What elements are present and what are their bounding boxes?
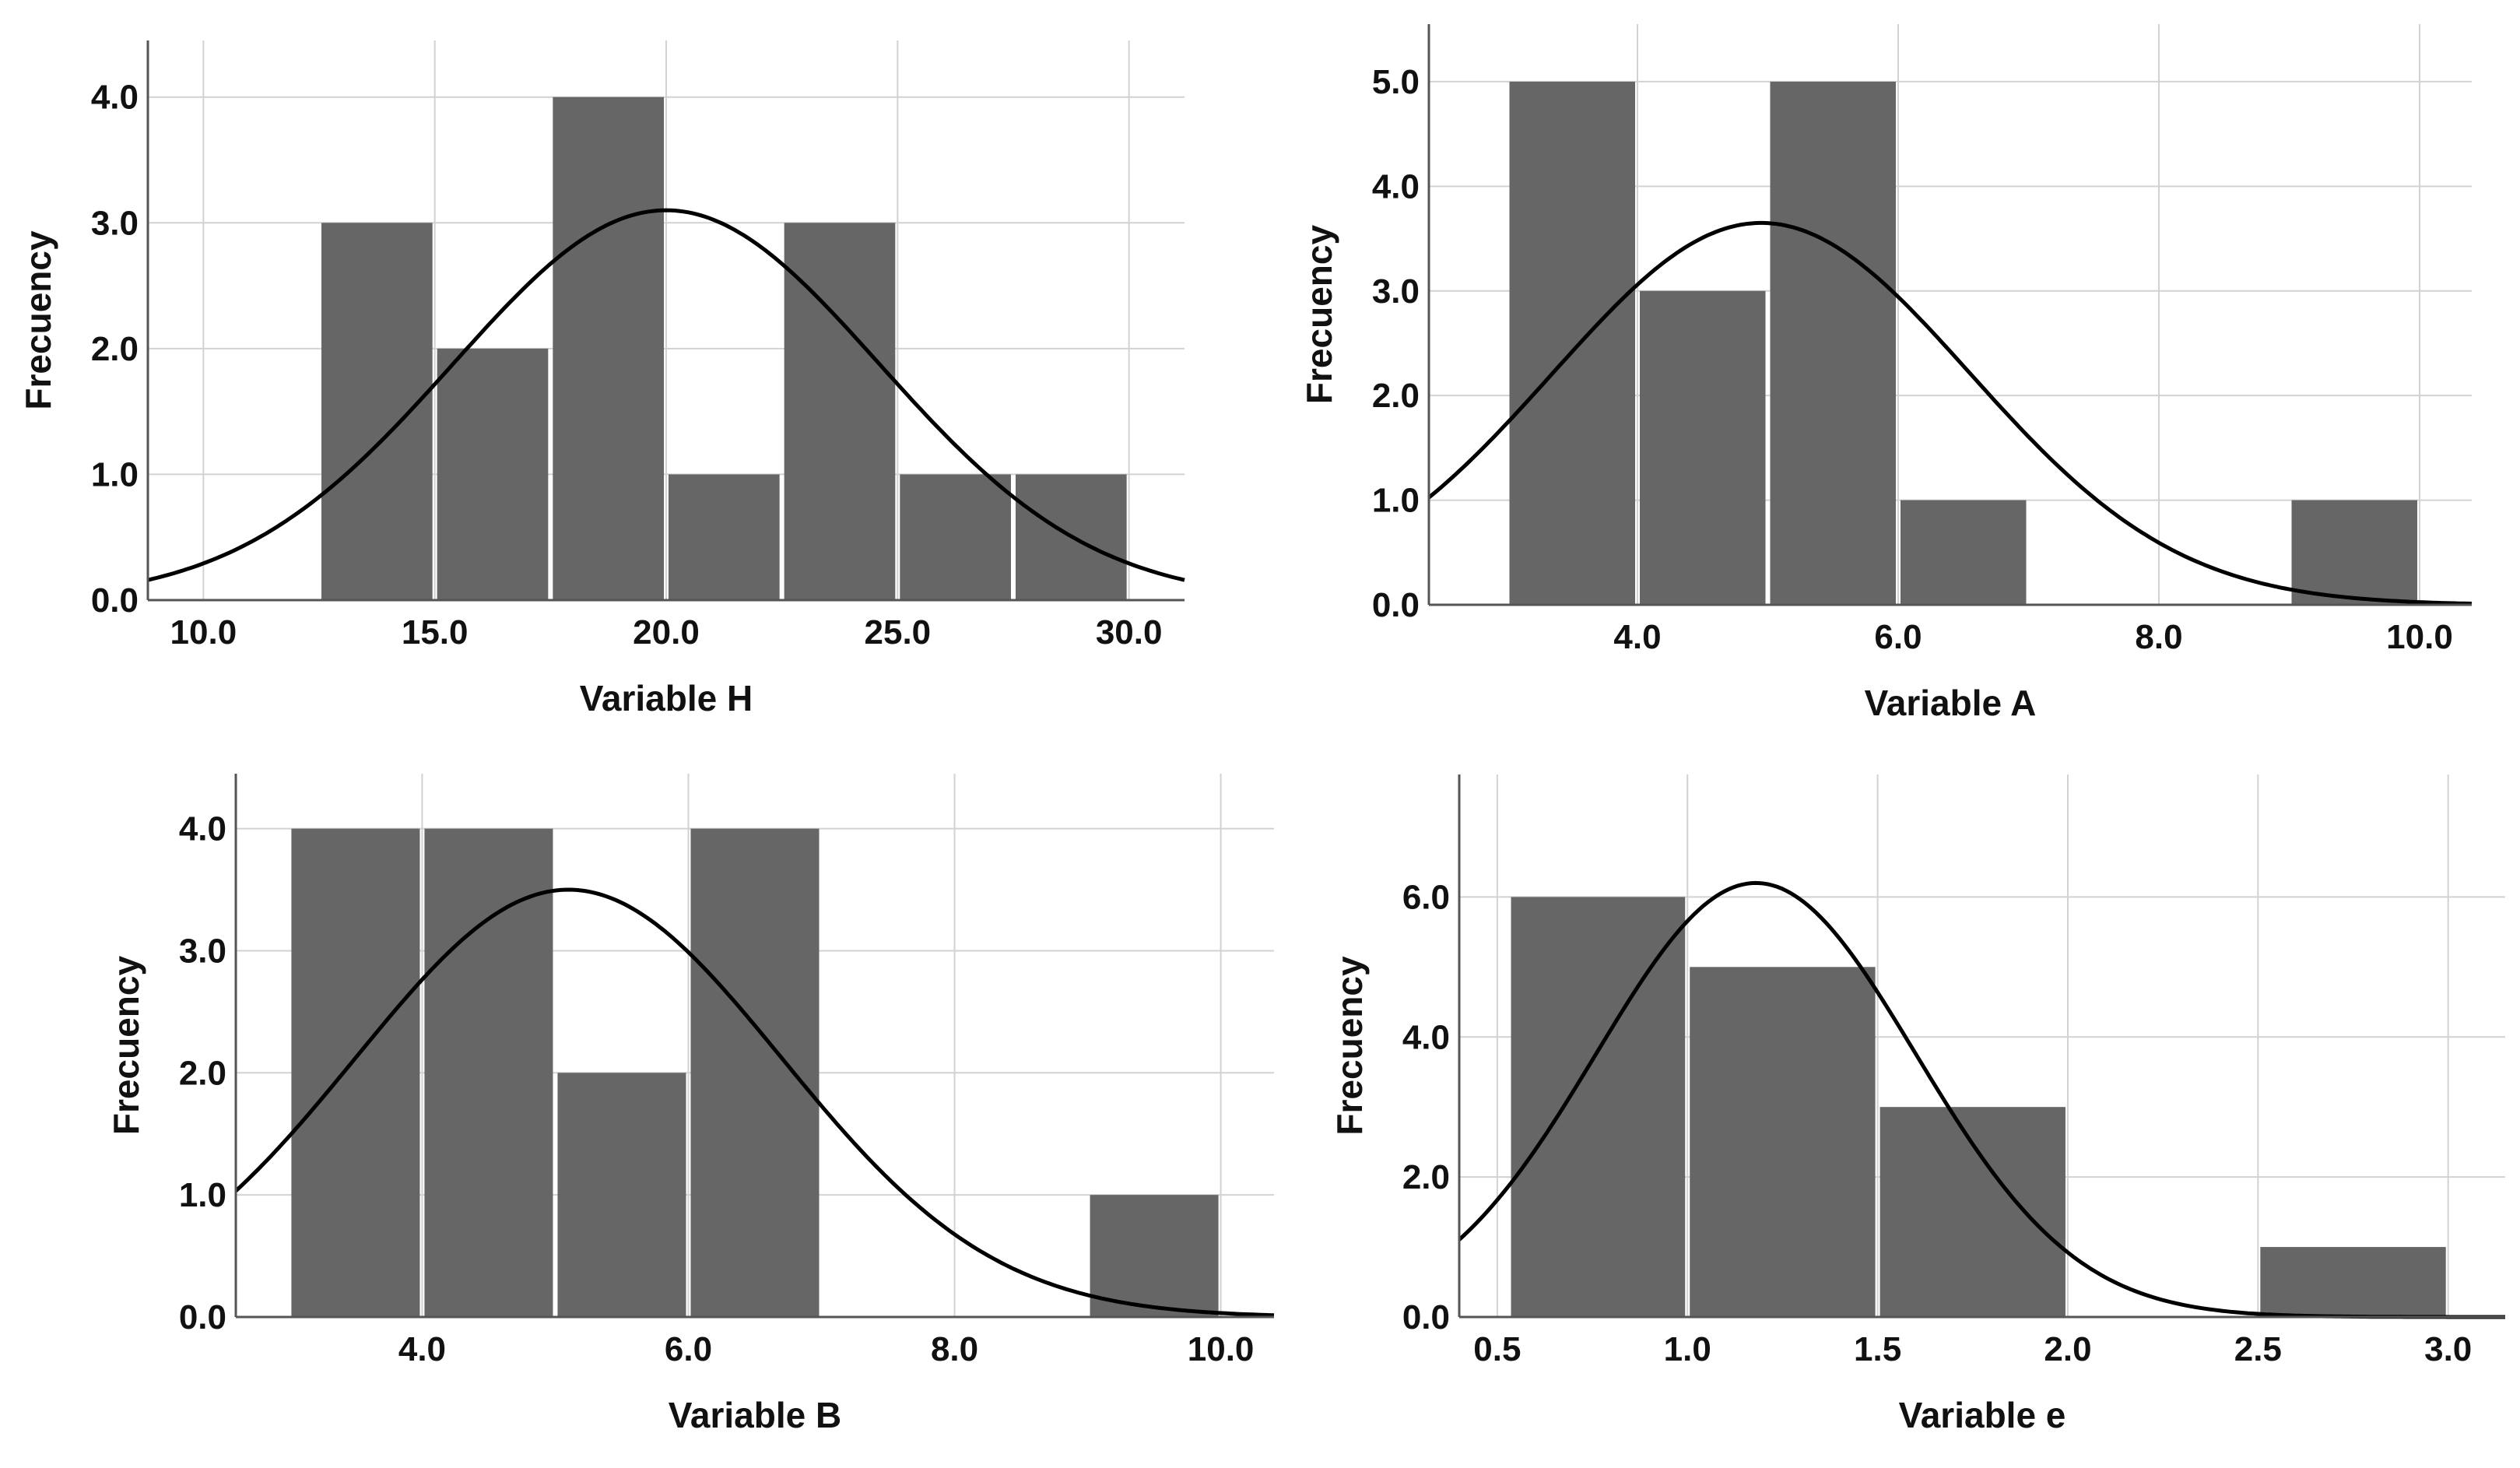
- histogram-bar: [1090, 1195, 1219, 1317]
- x-tick-label: 4.0: [398, 1330, 446, 1368]
- y-tick-label: 5.0: [1372, 63, 1420, 101]
- chart-svg: 10.0 15.0 20.0 25.0 30.0 0.0 1.0 2.0 3.0 4.0 Varia…: [18, 40, 1185, 718]
- chart-svg: 4.0 6.0 8.0 10.0 0.0 1.0 2.0 3.0 4.0 5.0 Variable …: [1299, 24, 2473, 723]
- histogram-variable-e: 0.5 1.0 1.5 2.0 2.5 3.0 0.0 2.0 4.0 6.0 Variable e…: [1315, 734, 2520, 1468]
- x-axis-title: Variable A: [1865, 683, 2037, 723]
- x-axis-title: Variable H: [580, 678, 753, 718]
- histogram-bar: [321, 223, 433, 600]
- histogram-bar: [1511, 897, 1686, 1317]
- x-tick-label: 2.0: [2044, 1330, 2091, 1368]
- y-tick-label: 4.0: [1372, 167, 1420, 205]
- y-tick-label: 2.0: [91, 330, 139, 368]
- x-tick-label: 2.5: [2234, 1330, 2282, 1368]
- histogram-bar: [1770, 81, 1896, 606]
- histogram-bar: [784, 223, 896, 600]
- chart-svg: 0.5 1.0 1.5 2.0 2.5 3.0 0.0 2.0 4.0 6.0 Variable e…: [1329, 774, 2505, 1435]
- y-tick-label: 0.0: [1402, 1298, 1450, 1336]
- histogram-variable-b: 4.0 6.0 8.0 10.0 0.0 1.0 2.0 3.0 4.0 Variable B Fr…: [0, 734, 1315, 1468]
- y-tick-label: 6.0: [1402, 878, 1450, 916]
- histogram-bar: [291, 828, 420, 1317]
- y-tick-label: 2.0: [179, 1054, 226, 1092]
- x-tick-label: 30.0: [1096, 613, 1163, 651]
- y-tick-label: 1.0: [179, 1176, 226, 1214]
- histogram-bar: [2260, 1247, 2446, 1317]
- histogram-bar: [2291, 500, 2417, 605]
- x-tick-label: 4.0: [1613, 618, 1661, 656]
- y-tick-label: 1.0: [91, 455, 139, 493]
- y-tick-label: 3.0: [91, 204, 139, 242]
- x-tick-label: 6.0: [1874, 618, 1922, 656]
- histogram-variable-h: 10.0 15.0 20.0 25.0 30.0 0.0 1.0 2.0 3.0 4.0 Varia…: [0, 0, 1261, 734]
- x-tick-label: 6.0: [665, 1330, 712, 1368]
- y-tick-label: 2.0: [1372, 377, 1420, 415]
- y-tick-label: 3.0: [179, 932, 226, 970]
- histogram-bar: [1509, 81, 1635, 606]
- chart-svg: 4.0 6.0 8.0 10.0 0.0 1.0 2.0 3.0 4.0 Variable B Fr…: [106, 774, 1275, 1435]
- y-tick-label: 3.0: [1372, 272, 1420, 311]
- histogram-bar: [669, 474, 780, 600]
- y-axis-title: Frecuency: [18, 230, 58, 410]
- y-tick-label: 0.0: [1372, 586, 1420, 624]
- x-tick-label: 3.0: [2424, 1330, 2472, 1368]
- histogram-bar: [900, 474, 1011, 600]
- histogram-bar: [1879, 1107, 2065, 1317]
- x-tick-label: 1.5: [1854, 1330, 1901, 1368]
- x-tick-label: 10.0: [170, 613, 237, 651]
- y-tick-label: 2.0: [1402, 1158, 1450, 1196]
- histogram-variable-a: 4.0 6.0 8.0 10.0 0.0 1.0 2.0 3.0 4.0 5.0 Variable …: [1260, 0, 2520, 734]
- x-tick-label: 1.0: [1664, 1330, 1711, 1368]
- y-tick-label: 4.0: [91, 79, 139, 117]
- histogram-bar: [553, 97, 664, 600]
- histogram-bar: [437, 348, 549, 600]
- histogram-bar: [1690, 967, 1876, 1317]
- y-axis-title: Frecuency: [1299, 225, 1339, 405]
- histogram-bar: [1640, 290, 1766, 605]
- normal-curve: [147, 208, 1185, 582]
- y-tick-label: 1.0: [1372, 482, 1420, 520]
- histogram-bar: [424, 828, 553, 1317]
- x-tick-label: 0.5: [1473, 1330, 1521, 1368]
- x-tick-label: 8.0: [2135, 618, 2182, 656]
- x-tick-label: 10.0: [1188, 1330, 1255, 1368]
- y-tick-label: 0.0: [179, 1298, 226, 1336]
- x-tick-label: 25.0: [865, 613, 932, 651]
- y-axis-title: Frecuency: [106, 956, 146, 1136]
- y-tick-label: 0.0: [91, 581, 139, 620]
- x-axis-title: Variable e: [1899, 1395, 2066, 1435]
- y-tick-label: 4.0: [179, 810, 226, 848]
- x-tick-label: 8.0: [931, 1330, 978, 1368]
- x-tick-label: 20.0: [633, 613, 700, 651]
- x-tick-label: 15.0: [402, 613, 469, 651]
- histogram-bar: [1901, 500, 2027, 605]
- x-tick-label: 10.0: [2386, 618, 2453, 656]
- normal-curve: [1427, 220, 2473, 606]
- y-axis-title: Frecuency: [1329, 956, 1370, 1136]
- histogram-bar: [690, 828, 820, 1317]
- x-axis-title: Variable B: [669, 1395, 841, 1435]
- normal-curve: [234, 887, 1275, 1318]
- y-tick-label: 4.0: [1402, 1018, 1450, 1056]
- histogram-bar: [557, 1073, 686, 1317]
